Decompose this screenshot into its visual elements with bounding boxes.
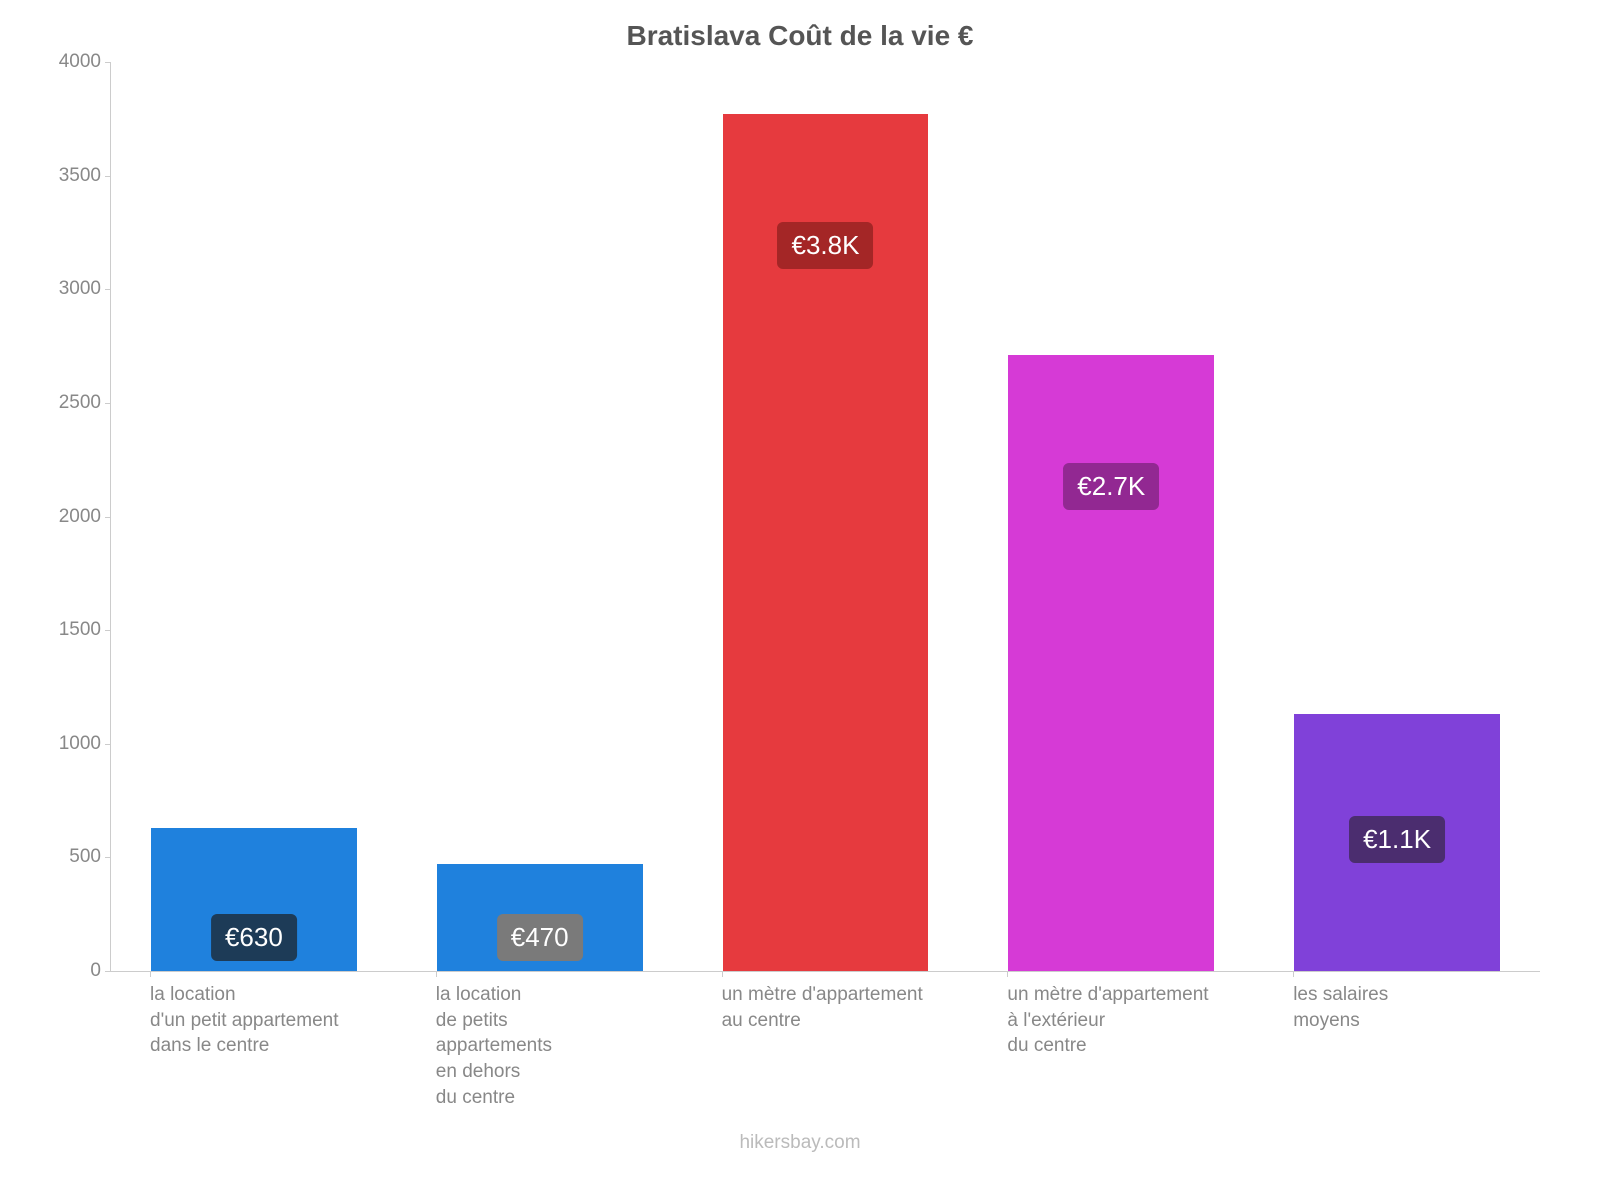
y-tick-mark: [105, 403, 111, 404]
bar: €3.8K: [723, 114, 929, 971]
value-badge: €470: [497, 914, 583, 961]
bar: €470: [437, 864, 643, 971]
x-tick-mark: [436, 971, 437, 977]
y-tick-label: 2000: [46, 506, 101, 528]
y-tick-mark: [105, 289, 111, 290]
y-tick-mark: [105, 744, 111, 745]
x-axis-label: les salaires moyens: [1293, 982, 1388, 1033]
bars-layer: €630 €470 €3.8K €2.7K €1.1K: [111, 62, 1540, 971]
x-tick-mark: [722, 971, 723, 977]
y-tick-label: 2500: [46, 392, 101, 414]
y-tick-label: 0: [46, 960, 101, 982]
value-badge: €1.1K: [1349, 816, 1445, 863]
y-tick-label: 1500: [46, 619, 101, 641]
value-badge: €3.8K: [777, 222, 873, 269]
chart-title: Bratislava Coût de la vie €: [40, 20, 1560, 52]
chart-container: Bratislava Coût de la vie € €630 €470 €3.8…: [0, 0, 1600, 1200]
bar: €630: [151, 828, 357, 971]
x-tick-mark: [150, 971, 151, 977]
x-axis-label: un mètre d'appartement à l'extérieur du …: [1007, 982, 1208, 1059]
value-badge: €630: [211, 914, 297, 961]
value-badge: €2.7K: [1063, 463, 1159, 510]
x-axis-label: un mètre d'appartement au centre: [722, 982, 923, 1033]
x-tick-mark: [1007, 971, 1008, 977]
y-tick-mark: [105, 517, 111, 518]
y-tick-mark: [105, 62, 111, 63]
y-tick-label: 4000: [46, 51, 101, 73]
bar-slot: €2.7K: [968, 62, 1254, 971]
bar-slot: €1.1K: [1254, 62, 1540, 971]
bar-slot: €470: [397, 62, 683, 971]
y-tick-mark: [105, 630, 111, 631]
y-tick-mark: [105, 176, 111, 177]
attribution-text: hikersbay.com: [40, 1132, 1560, 1154]
y-tick-label: 1000: [46, 733, 101, 755]
y-tick-label: 3000: [46, 278, 101, 300]
bar-slot: €3.8K: [683, 62, 969, 971]
bar: €2.7K: [1008, 355, 1214, 971]
bar: €1.1K: [1294, 714, 1500, 971]
x-axis-label: la location de petits appartements en de…: [436, 982, 552, 1110]
y-tick-mark: [105, 857, 111, 858]
y-tick-label: 3500: [46, 165, 101, 187]
x-axis-label: la location d'un petit appartement dans …: [150, 982, 338, 1059]
x-tick-mark: [1293, 971, 1294, 977]
x-axis-labels: la location d'un petit appartement dans …: [110, 972, 1540, 1122]
plot-area: €630€470€3.8K€2.7K€1.1K 0500100015002000…: [110, 62, 1540, 972]
y-tick-label: 500: [46, 846, 101, 868]
bar-slot: €630: [111, 62, 397, 971]
